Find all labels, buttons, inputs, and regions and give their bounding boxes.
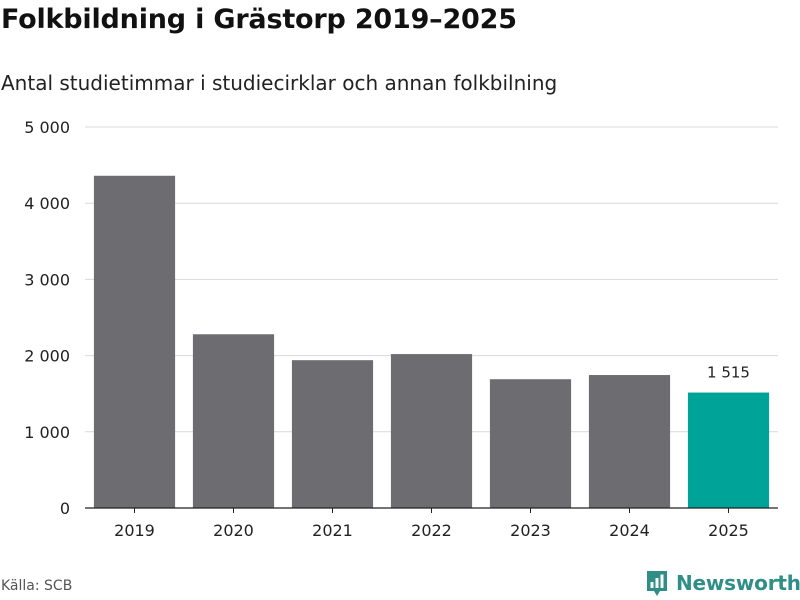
bar-2024	[588, 375, 671, 508]
bar-2023	[489, 379, 572, 508]
bar-2019	[93, 175, 176, 508]
bar-chart: 0 1 000 2 000 3 000 4 000 5 000 2019 2020 2021 20…	[24, 118, 778, 540]
source-note: Källa: SCB	[1, 578, 73, 594]
y-tick-label: 5 000	[24, 118, 70, 137]
bar-2025	[687, 392, 770, 508]
x-tick-label: 2023	[510, 521, 551, 540]
y-tick-label: 2 000	[24, 347, 70, 366]
y-tick-label: 4 000	[24, 194, 70, 213]
bar-2020	[192, 334, 275, 508]
newsworthy-logo: Newsworthy	[645, 569, 800, 597]
brand-name: Newsworthy	[676, 571, 800, 595]
x-tick-label: 2025	[708, 521, 749, 540]
x-tick-label: 2024	[609, 521, 650, 540]
y-tick-label: 1 000	[24, 423, 70, 442]
chart-subtitle: Antal studietimmar i studiecirklar och a…	[1, 71, 558, 95]
bar-2022	[390, 354, 473, 508]
x-tick-label: 2021	[312, 521, 353, 540]
newsworthy-logo-icon	[647, 571, 667, 596]
x-tick-label: 2020	[213, 521, 254, 540]
x-tick-label: 2019	[114, 521, 155, 540]
y-tick-label: 0	[60, 499, 70, 518]
x-tick-label: 2022	[411, 521, 452, 540]
bar-2021	[291, 360, 374, 508]
y-tick-label: 3 000	[24, 270, 70, 289]
chart-title: Folkbildning i Grästorp 2019–2025	[1, 4, 517, 35]
data-label: 1 515	[707, 364, 750, 382]
